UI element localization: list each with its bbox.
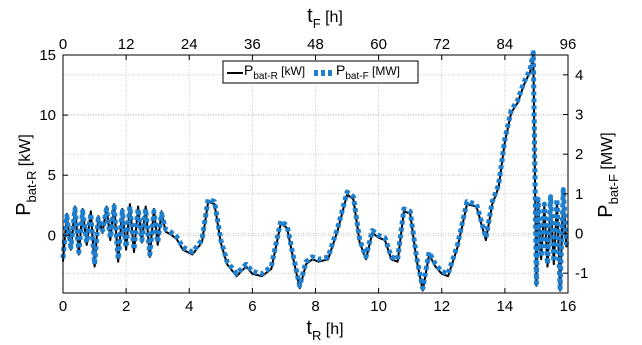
top-tick-label: 72 xyxy=(433,36,450,53)
y2-tick-label: 0 xyxy=(575,226,583,243)
x-tick-label: 0 xyxy=(59,298,67,315)
x-tick-label: 12 xyxy=(433,298,450,315)
x-tick-label: 4 xyxy=(185,298,193,315)
series-layer xyxy=(60,50,569,292)
legend: Pbat-R [kW] Pbat-F [MW] xyxy=(222,60,419,84)
top-tick-label: 36 xyxy=(244,36,261,53)
y2-tick-label: 3 xyxy=(575,107,583,124)
top-tick-label: 12 xyxy=(118,36,135,53)
x-tick-label: 8 xyxy=(311,298,319,315)
top-axis-title: tF [h] xyxy=(307,5,343,31)
legend-label-bat-f: Pbat-F [MW] xyxy=(336,62,400,82)
top-tick-label: 60 xyxy=(370,36,387,53)
tick-layer: 0 2 4 6 8 10 12 14 160 12 24 36 48 60 72 84 96051015-101… xyxy=(39,36,588,315)
top-tick-label: 0 xyxy=(59,36,67,53)
grid-layer xyxy=(63,55,568,293)
y2-tick-label: -1 xyxy=(575,265,588,282)
y-tick-label: 5 xyxy=(48,167,56,184)
top-tick-label: 48 xyxy=(307,36,324,53)
x-tick-label: 6 xyxy=(248,298,256,315)
series-line-bat-f xyxy=(60,50,569,291)
y2-tick-label: 1 xyxy=(575,186,583,203)
y2-tick-label: 4 xyxy=(575,67,583,84)
top-tick-label: 96 xyxy=(560,36,577,53)
right-axis-title: Pbat-F [MW] xyxy=(595,132,621,217)
top-tick-label: 84 xyxy=(497,36,514,53)
y-tick-label: 10 xyxy=(39,107,56,124)
legend-label-bat-r: Pbat-R [kW] xyxy=(244,62,305,82)
y-tick-label: 15 xyxy=(39,47,56,64)
y2-tick-label: 2 xyxy=(575,146,583,163)
x-tick-label: 2 xyxy=(122,298,130,315)
y-tick-label: 0 xyxy=(48,227,56,244)
x-tick-label: 14 xyxy=(497,298,514,315)
left-axis-title: Pbat-R [kW] xyxy=(13,134,39,216)
legend-box xyxy=(222,60,419,84)
top-tick-label: 24 xyxy=(181,36,198,53)
bottom-axis-title: tR [h] xyxy=(306,317,343,343)
x-tick-label: 16 xyxy=(560,298,577,315)
x-tick-label: 10 xyxy=(370,298,387,315)
